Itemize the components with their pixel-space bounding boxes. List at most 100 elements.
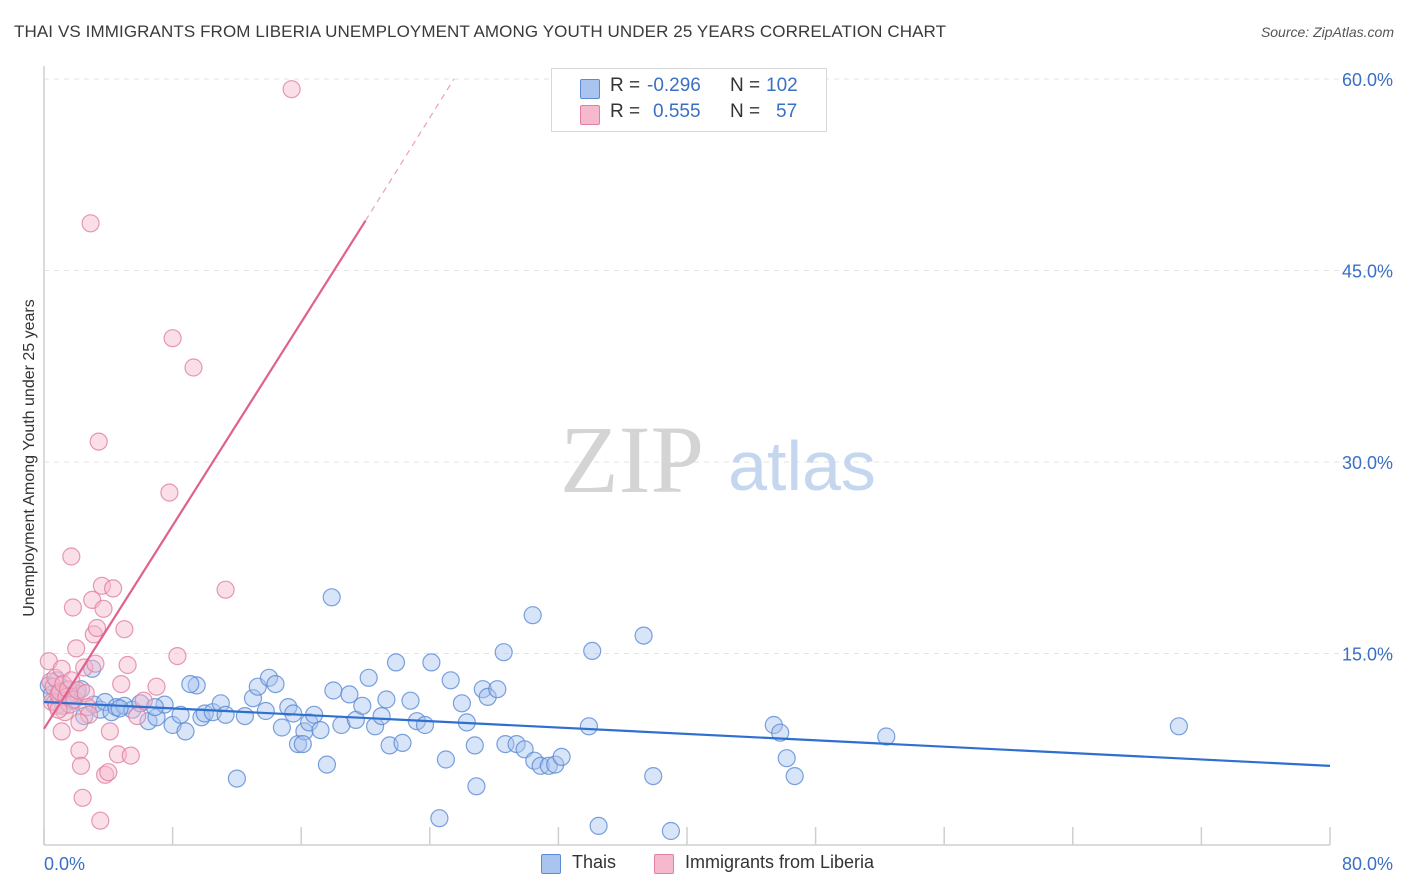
legend-swatch-liberia: [580, 105, 600, 125]
legend-n-value: 57: [776, 101, 798, 122]
point-thais: [1169, 717, 1189, 736]
point-thais: [187, 676, 206, 695]
trend-line-liberia-extension: [364, 78, 455, 222]
trend-lines: [43, 78, 1331, 767]
point-thais: [235, 706, 254, 726]
point-liberia: [121, 746, 140, 765]
point-liberia: [282, 80, 301, 99]
point-liberia: [70, 741, 89, 760]
correlation-legend: R = -0.296 N = 102 R = 0.555 N = 57: [551, 68, 827, 132]
legend-row-thais: R = -0.296 N = 102: [552, 75, 826, 101]
point-liberia: [62, 671, 81, 690]
point-thais: [322, 588, 341, 607]
point-thais: [777, 749, 796, 768]
point-liberia: [147, 677, 166, 696]
point-thais: [377, 690, 396, 709]
point-liberia: [168, 646, 187, 666]
point-thais: [227, 769, 246, 788]
y-tick-label: 30.0%: [1342, 453, 1393, 473]
legend-n-label: N =: [730, 101, 761, 122]
point-thais: [422, 653, 441, 672]
point-thais: [494, 643, 513, 662]
trend-line-thais: [43, 700, 1331, 767]
point-liberia: [52, 722, 71, 741]
point-thais: [539, 756, 558, 775]
point-liberia: [115, 620, 134, 639]
point-thais: [552, 747, 571, 767]
point-liberia: [81, 214, 100, 233]
x-tick-label: 0.0%: [44, 854, 85, 874]
point-liberia: [63, 598, 83, 617]
point-liberia: [86, 654, 105, 673]
point-liberia: [67, 639, 86, 658]
point-thais: [583, 641, 602, 661]
legend-swatch-thais: [541, 854, 561, 874]
point-liberia: [87, 618, 107, 638]
point-thais: [441, 671, 460, 690]
legend-r-value: -0.296: [647, 75, 701, 96]
point-thais: [644, 766, 663, 786]
point-thais: [176, 722, 195, 741]
point-liberia: [92, 576, 112, 595]
trend-line-liberia: [43, 220, 367, 730]
legend-row-liberia: R = 0.555 N = 57: [552, 101, 826, 127]
point-liberia: [112, 674, 131, 694]
watermark: ZIP atlas: [560, 406, 876, 513]
point-thais: [311, 720, 330, 740]
point-liberia: [134, 691, 153, 710]
source-label: Source: ZipAtlas.com: [1260, 24, 1394, 40]
point-thais: [216, 705, 235, 724]
point-liberia: [128, 706, 147, 726]
point-thais: [340, 685, 359, 704]
point-liberia: [62, 547, 81, 566]
watermark-zip: ZIP: [560, 406, 704, 513]
legend-swatch-thais: [580, 79, 600, 99]
point-liberia: [94, 599, 113, 618]
point-liberia: [95, 765, 115, 784]
point-thais: [877, 727, 896, 746]
point-thais: [523, 606, 542, 625]
point-thais: [317, 755, 336, 774]
y-tick-label: 45.0%: [1342, 262, 1393, 282]
x-tick-label: 80.0%: [1342, 854, 1393, 874]
point-thais: [401, 691, 420, 710]
y-tick-label: 60.0%: [1342, 70, 1393, 90]
point-thais: [478, 687, 497, 707]
point-liberia: [70, 713, 89, 732]
point-thais: [634, 626, 653, 645]
gridlines: [44, 78, 1395, 654]
point-liberia: [78, 697, 97, 717]
legend-r-label: R =: [610, 101, 641, 122]
point-liberia: [108, 745, 128, 764]
legend-n-label: N =: [730, 75, 761, 96]
point-thais: [452, 694, 471, 713]
point-thais: [386, 653, 406, 672]
legend-n-value: 102: [766, 75, 798, 96]
y-tick-label: 15.0%: [1342, 645, 1393, 665]
series-thais: [39, 588, 1189, 841]
point-thais: [393, 733, 412, 753]
point-liberia: [160, 483, 179, 502]
point-thais: [324, 681, 343, 700]
point-thais: [181, 674, 200, 694]
point-thais: [465, 736, 484, 755]
point-thais: [771, 723, 790, 742]
point-liberia: [99, 763, 118, 782]
point-thais: [467, 777, 486, 796]
point-thais: [661, 821, 681, 841]
point-thais: [415, 715, 435, 735]
legend-r-value: 0.555: [653, 101, 701, 122]
point-liberia: [76, 683, 95, 703]
point-thais: [359, 668, 378, 687]
point-thais: [256, 701, 275, 721]
tick-labels: 15.0% 30.0% 45.0% 60.0% 0.0% 80.0%: [44, 70, 1393, 874]
point-thais: [589, 816, 608, 836]
legend-label-liberia: Immigrants from Liberia: [685, 852, 875, 872]
chart-title: THAI VS IMMIGRANTS FROM LIBERIA UNEMPLOY…: [14, 22, 947, 41]
point-thais: [243, 689, 263, 708]
point-thais: [488, 680, 507, 699]
point-thais: [110, 699, 129, 718]
legend-label-thais: Thais: [572, 852, 617, 872]
watermark-atlas: atlas: [728, 427, 876, 505]
